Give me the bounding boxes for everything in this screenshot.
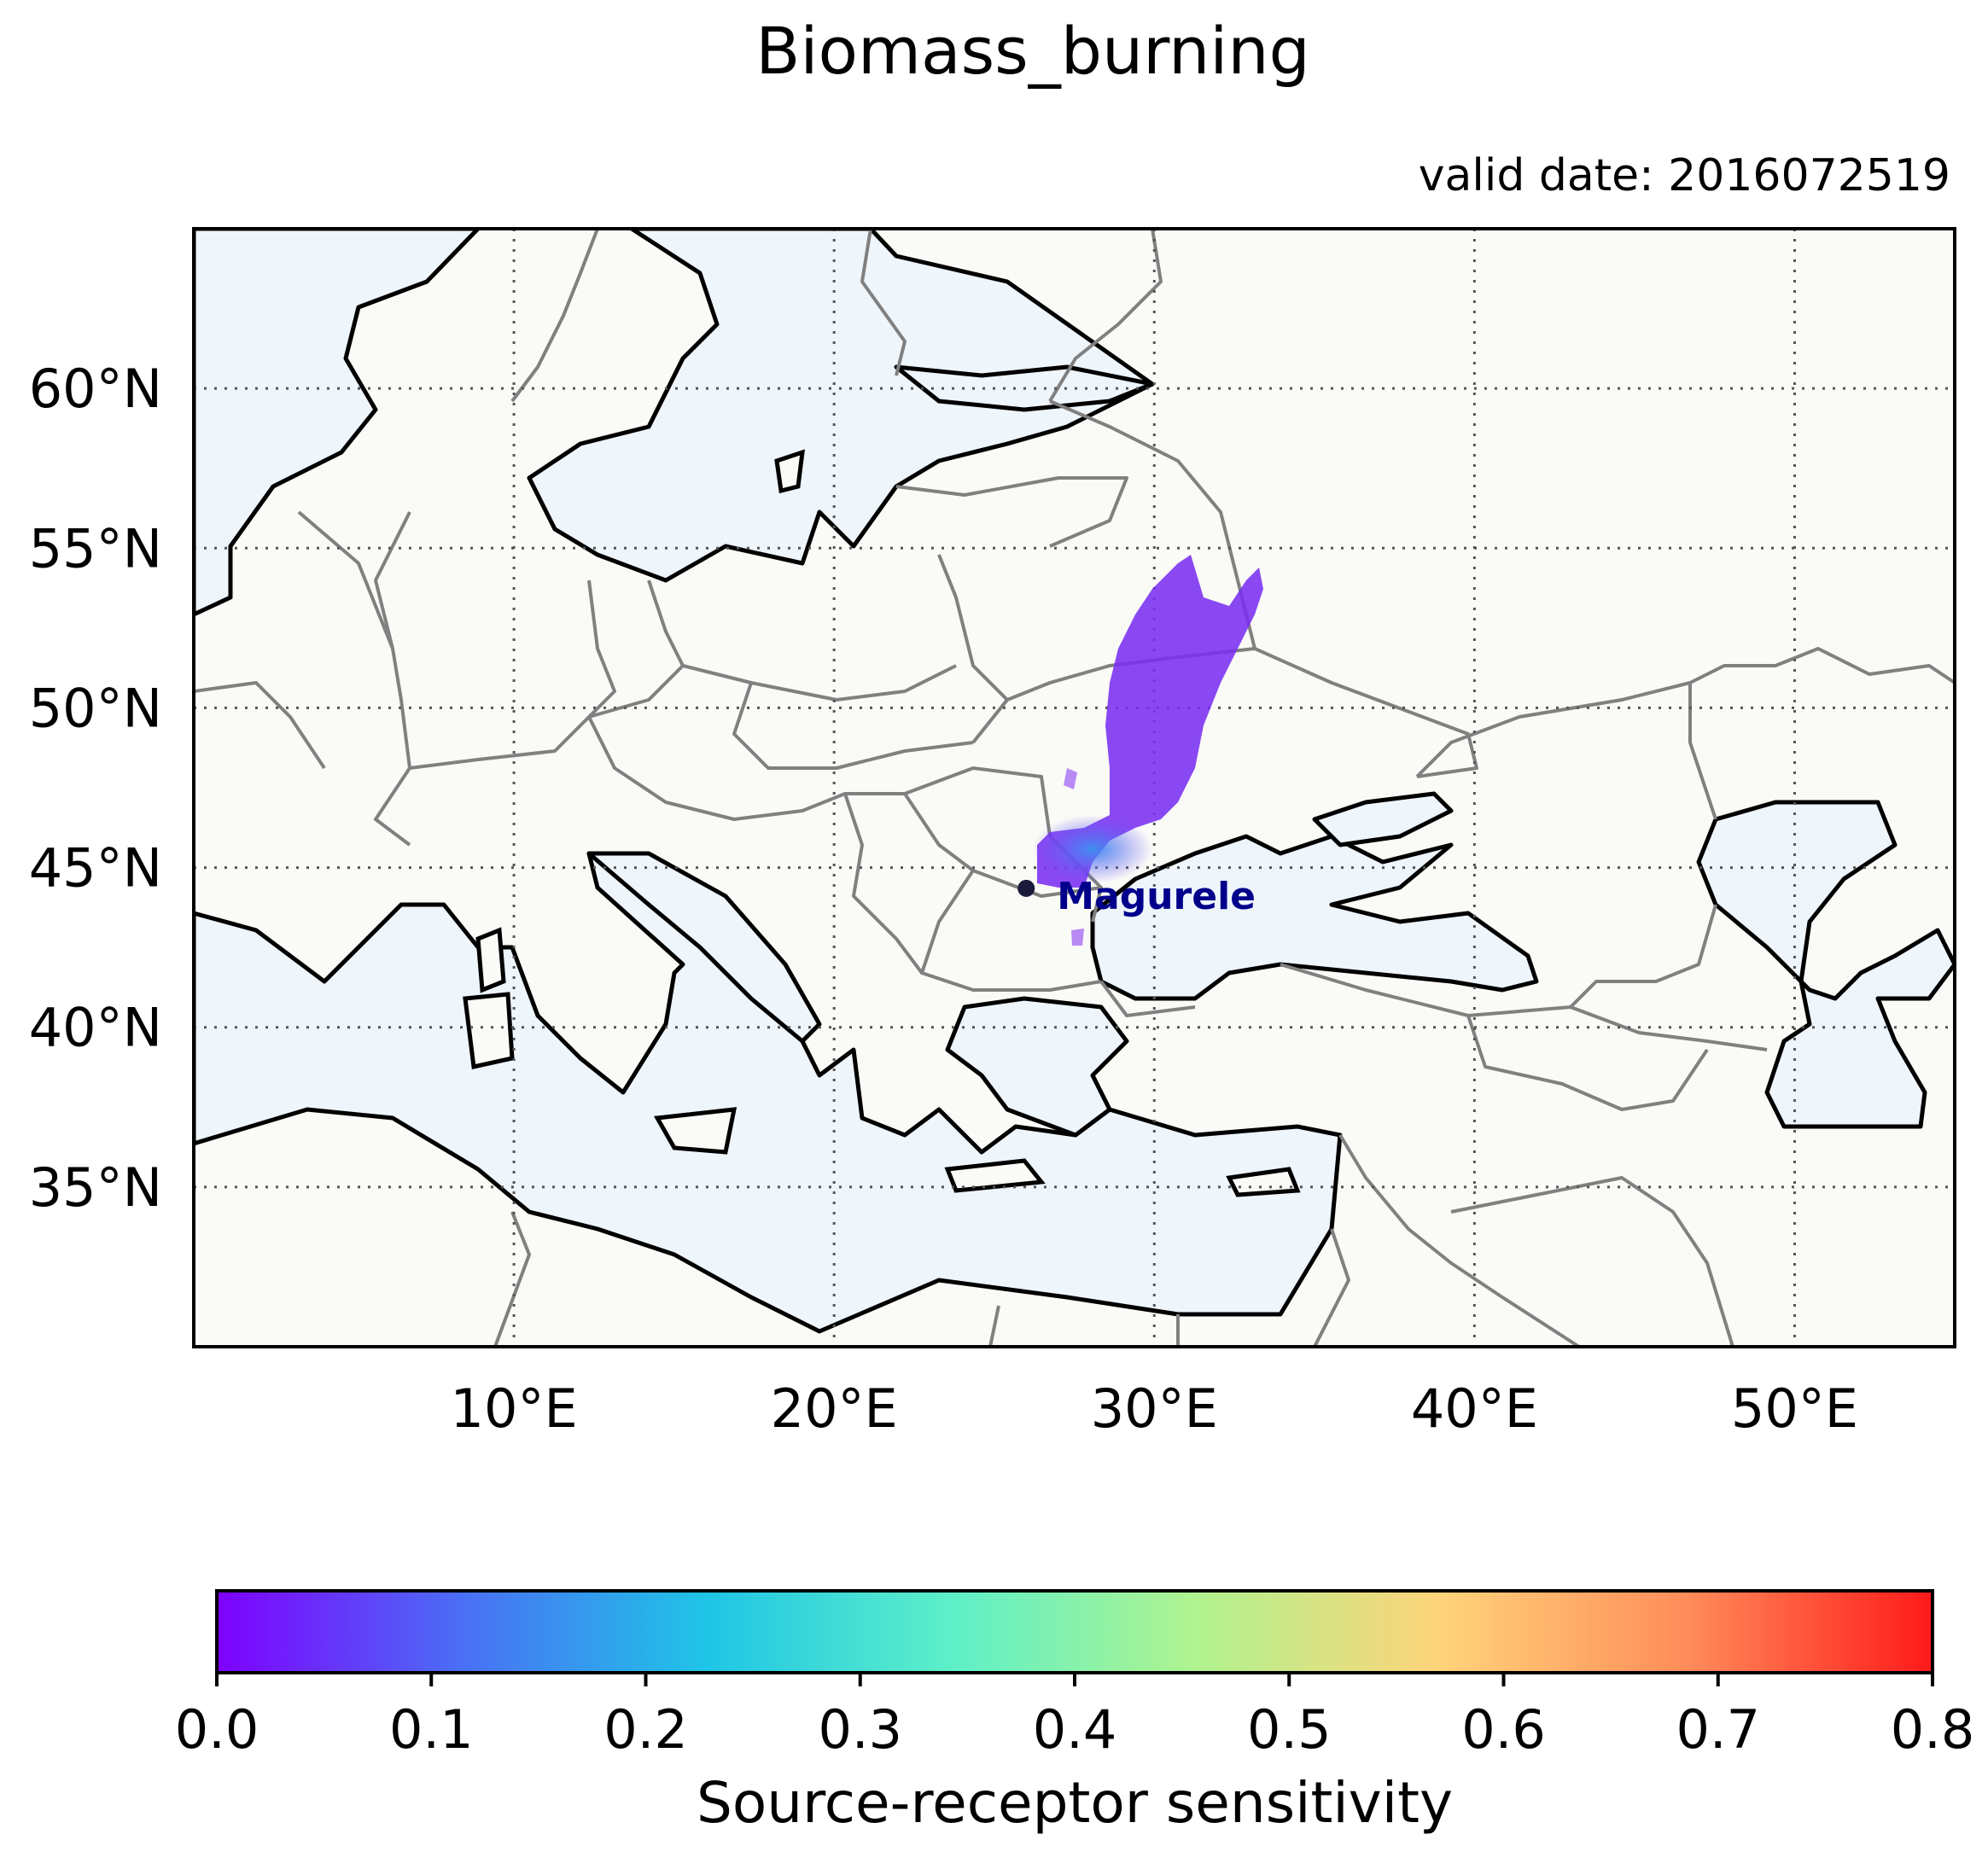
island-sardinia bbox=[463, 992, 515, 1070]
adriatic-sea bbox=[586, 851, 822, 1044]
aegean-sea bbox=[945, 996, 1129, 1138]
colorbar-tick-label: 0.5 bbox=[1247, 1698, 1332, 1761]
colorbar-tick-label: 0.3 bbox=[818, 1698, 902, 1761]
island-crete bbox=[944, 1158, 1046, 1193]
map-panel: Magurele 35°N 40°N 45°N 50°N 55°N 60°N 10°E 20… bbox=[29, 227, 1956, 1440]
gridlines bbox=[194, 229, 1955, 1347]
lat-label-45: 45°N bbox=[29, 837, 162, 900]
lon-label-20: 20°E bbox=[771, 1377, 898, 1440]
caspian-sea bbox=[1696, 800, 1955, 1129]
station-dot[interactable] bbox=[1017, 879, 1035, 897]
colorbar-tick-label: 0.4 bbox=[1033, 1698, 1117, 1761]
colorbar-ticks: 0.0 0.1 0.2 0.3 0.4 0.5 0.6 0.7 0.8 bbox=[175, 1673, 1975, 1761]
island-corsica bbox=[475, 927, 506, 993]
country-borders bbox=[194, 229, 1955, 1347]
plume-core bbox=[1033, 815, 1152, 883]
station-marker[interactable]: Magurele bbox=[1017, 875, 1256, 918]
lon-label-50: 50°E bbox=[1731, 1377, 1858, 1440]
sea-of-azov bbox=[1312, 791, 1454, 847]
map-frame bbox=[192, 227, 1956, 1348]
longitude-labels: 10°E 20°E 30°E 40°E 50°E bbox=[451, 1377, 1858, 1440]
sea-areas bbox=[194, 229, 1955, 1334]
colorbar-tick-label: 0.8 bbox=[1891, 1698, 1975, 1761]
plume-tail bbox=[1064, 768, 1084, 946]
lat-label-50: 50°N bbox=[29, 677, 162, 739]
plume-area bbox=[1037, 555, 1263, 888]
island-cyprus bbox=[1226, 1167, 1301, 1197]
islands bbox=[463, 449, 1301, 1197]
lat-label-40: 40°N bbox=[29, 997, 162, 1059]
latitude-labels: 35°N 40°N 45°N 50°N 55°N 60°N bbox=[29, 358, 162, 1219]
colorbar-label: Source-receptor sensitivity bbox=[697, 1770, 1453, 1836]
baltic-sea bbox=[527, 229, 1155, 583]
colorbar-gradient bbox=[217, 1591, 1933, 1673]
map-title: Biomass_burning bbox=[755, 13, 1310, 89]
colorbar-tick-label: 0.2 bbox=[603, 1698, 688, 1761]
sensitivity-plume bbox=[1033, 555, 1263, 946]
lon-label-40: 40°E bbox=[1411, 1377, 1538, 1440]
lat-label-60: 60°N bbox=[29, 358, 162, 420]
lon-label-30: 30°E bbox=[1091, 1377, 1218, 1440]
lon-label-10: 10°E bbox=[451, 1377, 578, 1440]
station-label: Magurele bbox=[1057, 875, 1256, 918]
colorbar-tick-label: 0.7 bbox=[1676, 1698, 1760, 1761]
colorbar: 0.0 0.1 0.2 0.3 0.4 0.5 0.6 0.7 0.8 Source-recep… bbox=[175, 1589, 1975, 1836]
lat-label-55: 55°N bbox=[29, 517, 162, 579]
colorbar-tick-label: 0.6 bbox=[1461, 1698, 1546, 1761]
north-sea bbox=[194, 229, 481, 617]
black-sea bbox=[1090, 834, 1539, 1001]
colorbar-tick-label: 0.1 bbox=[389, 1698, 474, 1761]
island-sicily bbox=[653, 1107, 737, 1155]
island-gotland bbox=[774, 449, 805, 494]
valid-date-label: valid date: 2016072519 bbox=[1419, 150, 1950, 201]
lat-label-35: 35°N bbox=[29, 1156, 162, 1219]
colorbar-tick-label: 0.0 bbox=[175, 1698, 259, 1761]
